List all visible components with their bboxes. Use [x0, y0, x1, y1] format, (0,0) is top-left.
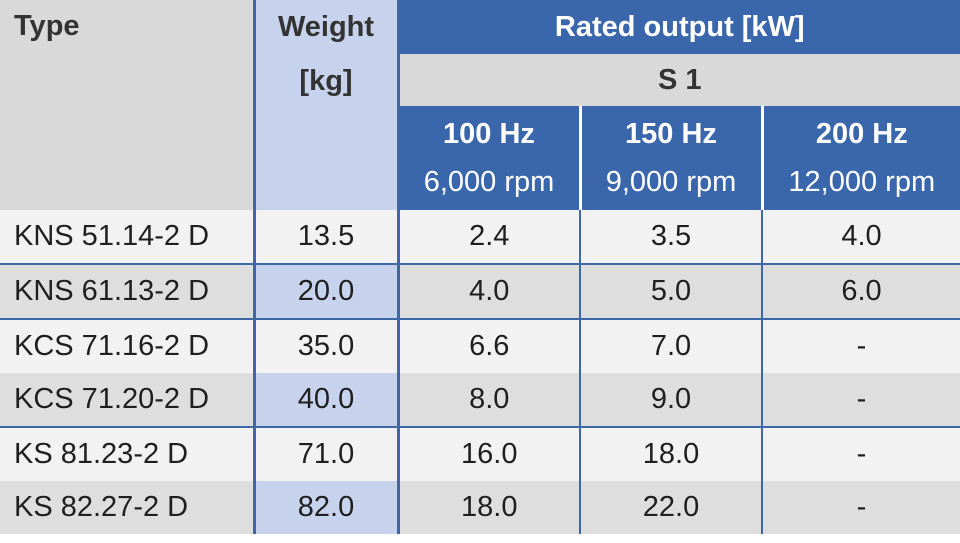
header-freq-100: 100 Hz 6,000 rpm	[398, 106, 580, 210]
cell-weight: 82.0	[252, 481, 400, 534]
cell-output-100hz: 16.0	[398, 426, 580, 481]
cell-output-200hz: -	[760, 481, 960, 534]
cell-type: KNS 61.13-2 D	[0, 263, 254, 319]
cell-output-200hz: 4.0	[760, 210, 960, 264]
header-freq-100-hz: 100 Hz	[443, 118, 535, 150]
cell-type: KS 82.27-2 D	[0, 481, 254, 534]
cell-type: KNS 51.14-2 D	[0, 210, 254, 264]
cell-output-150hz: 3.5	[579, 210, 762, 264]
table-row: KNS 51.14-2 D 13.5 2.4 3.5 4.0	[0, 210, 960, 264]
cell-output-150hz: 18.0	[579, 426, 762, 481]
header-weight-label: Weight	[277, 11, 375, 43]
cell-type: KCS 71.20-2 D	[0, 373, 254, 427]
cell-weight: 71.0	[252, 426, 400, 481]
cell-output-150hz: 9.0	[579, 373, 762, 427]
header-type: Type	[0, 0, 254, 210]
cell-output-100hz: 2.4	[398, 210, 580, 264]
cell-output-200hz: -	[760, 426, 960, 481]
cell-output-150hz: 7.0	[579, 318, 762, 373]
cell-weight: 35.0	[252, 318, 400, 373]
header-weight-unit: [kg]	[299, 65, 353, 97]
cell-type: KCS 71.16-2 D	[0, 318, 254, 373]
table-row: KNS 61.13-2 D 20.0 4.0 5.0 6.0	[0, 263, 960, 319]
cell-output-100hz: 4.0	[398, 263, 580, 319]
cell-output-200hz: -	[760, 318, 960, 373]
cell-output-200hz: -	[760, 373, 960, 427]
header-freq-150: 150 Hz 9,000 rpm	[578, 106, 762, 210]
table-row: KCS 71.16-2 D 35.0 6.6 7.0 -	[0, 318, 960, 373]
table-row: KS 81.23-2 D 71.0 16.0 18.0 -	[0, 426, 960, 481]
header-freq-150-rpm: 9,000 rpm	[605, 166, 737, 198]
header-weight: Weight [kg]	[252, 0, 400, 210]
header-freq-150-hz: 150 Hz	[625, 118, 717, 150]
cell-weight: 40.0	[252, 373, 400, 427]
header-duty-s1: S 1	[398, 54, 960, 106]
header-rated-output: Rated output [kW]	[398, 0, 960, 54]
cell-output-150hz: 5.0	[579, 263, 762, 319]
cell-weight: 13.5	[252, 210, 400, 264]
cell-type: KS 81.23-2 D	[0, 426, 254, 481]
cell-output-150hz: 22.0	[579, 481, 762, 534]
cell-output-100hz: 18.0	[398, 481, 580, 534]
table-row: KCS 71.20-2 D 40.0 8.0 9.0 -	[0, 373, 960, 427]
table-row: KS 82.27-2 D 82.0 18.0 22.0 -	[0, 481, 960, 534]
header-freq-200-rpm: 12,000 rpm	[788, 166, 936, 198]
cell-output-100hz: 8.0	[398, 373, 580, 427]
header-freq-200: 200 Hz 12,000 rpm	[760, 106, 960, 210]
header-freq-200-hz: 200 Hz	[815, 118, 908, 150]
cell-output-100hz: 6.6	[398, 318, 580, 373]
cell-output-200hz: 6.0	[760, 263, 960, 319]
cell-weight: 20.0	[252, 263, 400, 319]
header-freq-100-rpm: 6,000 rpm	[423, 166, 555, 198]
